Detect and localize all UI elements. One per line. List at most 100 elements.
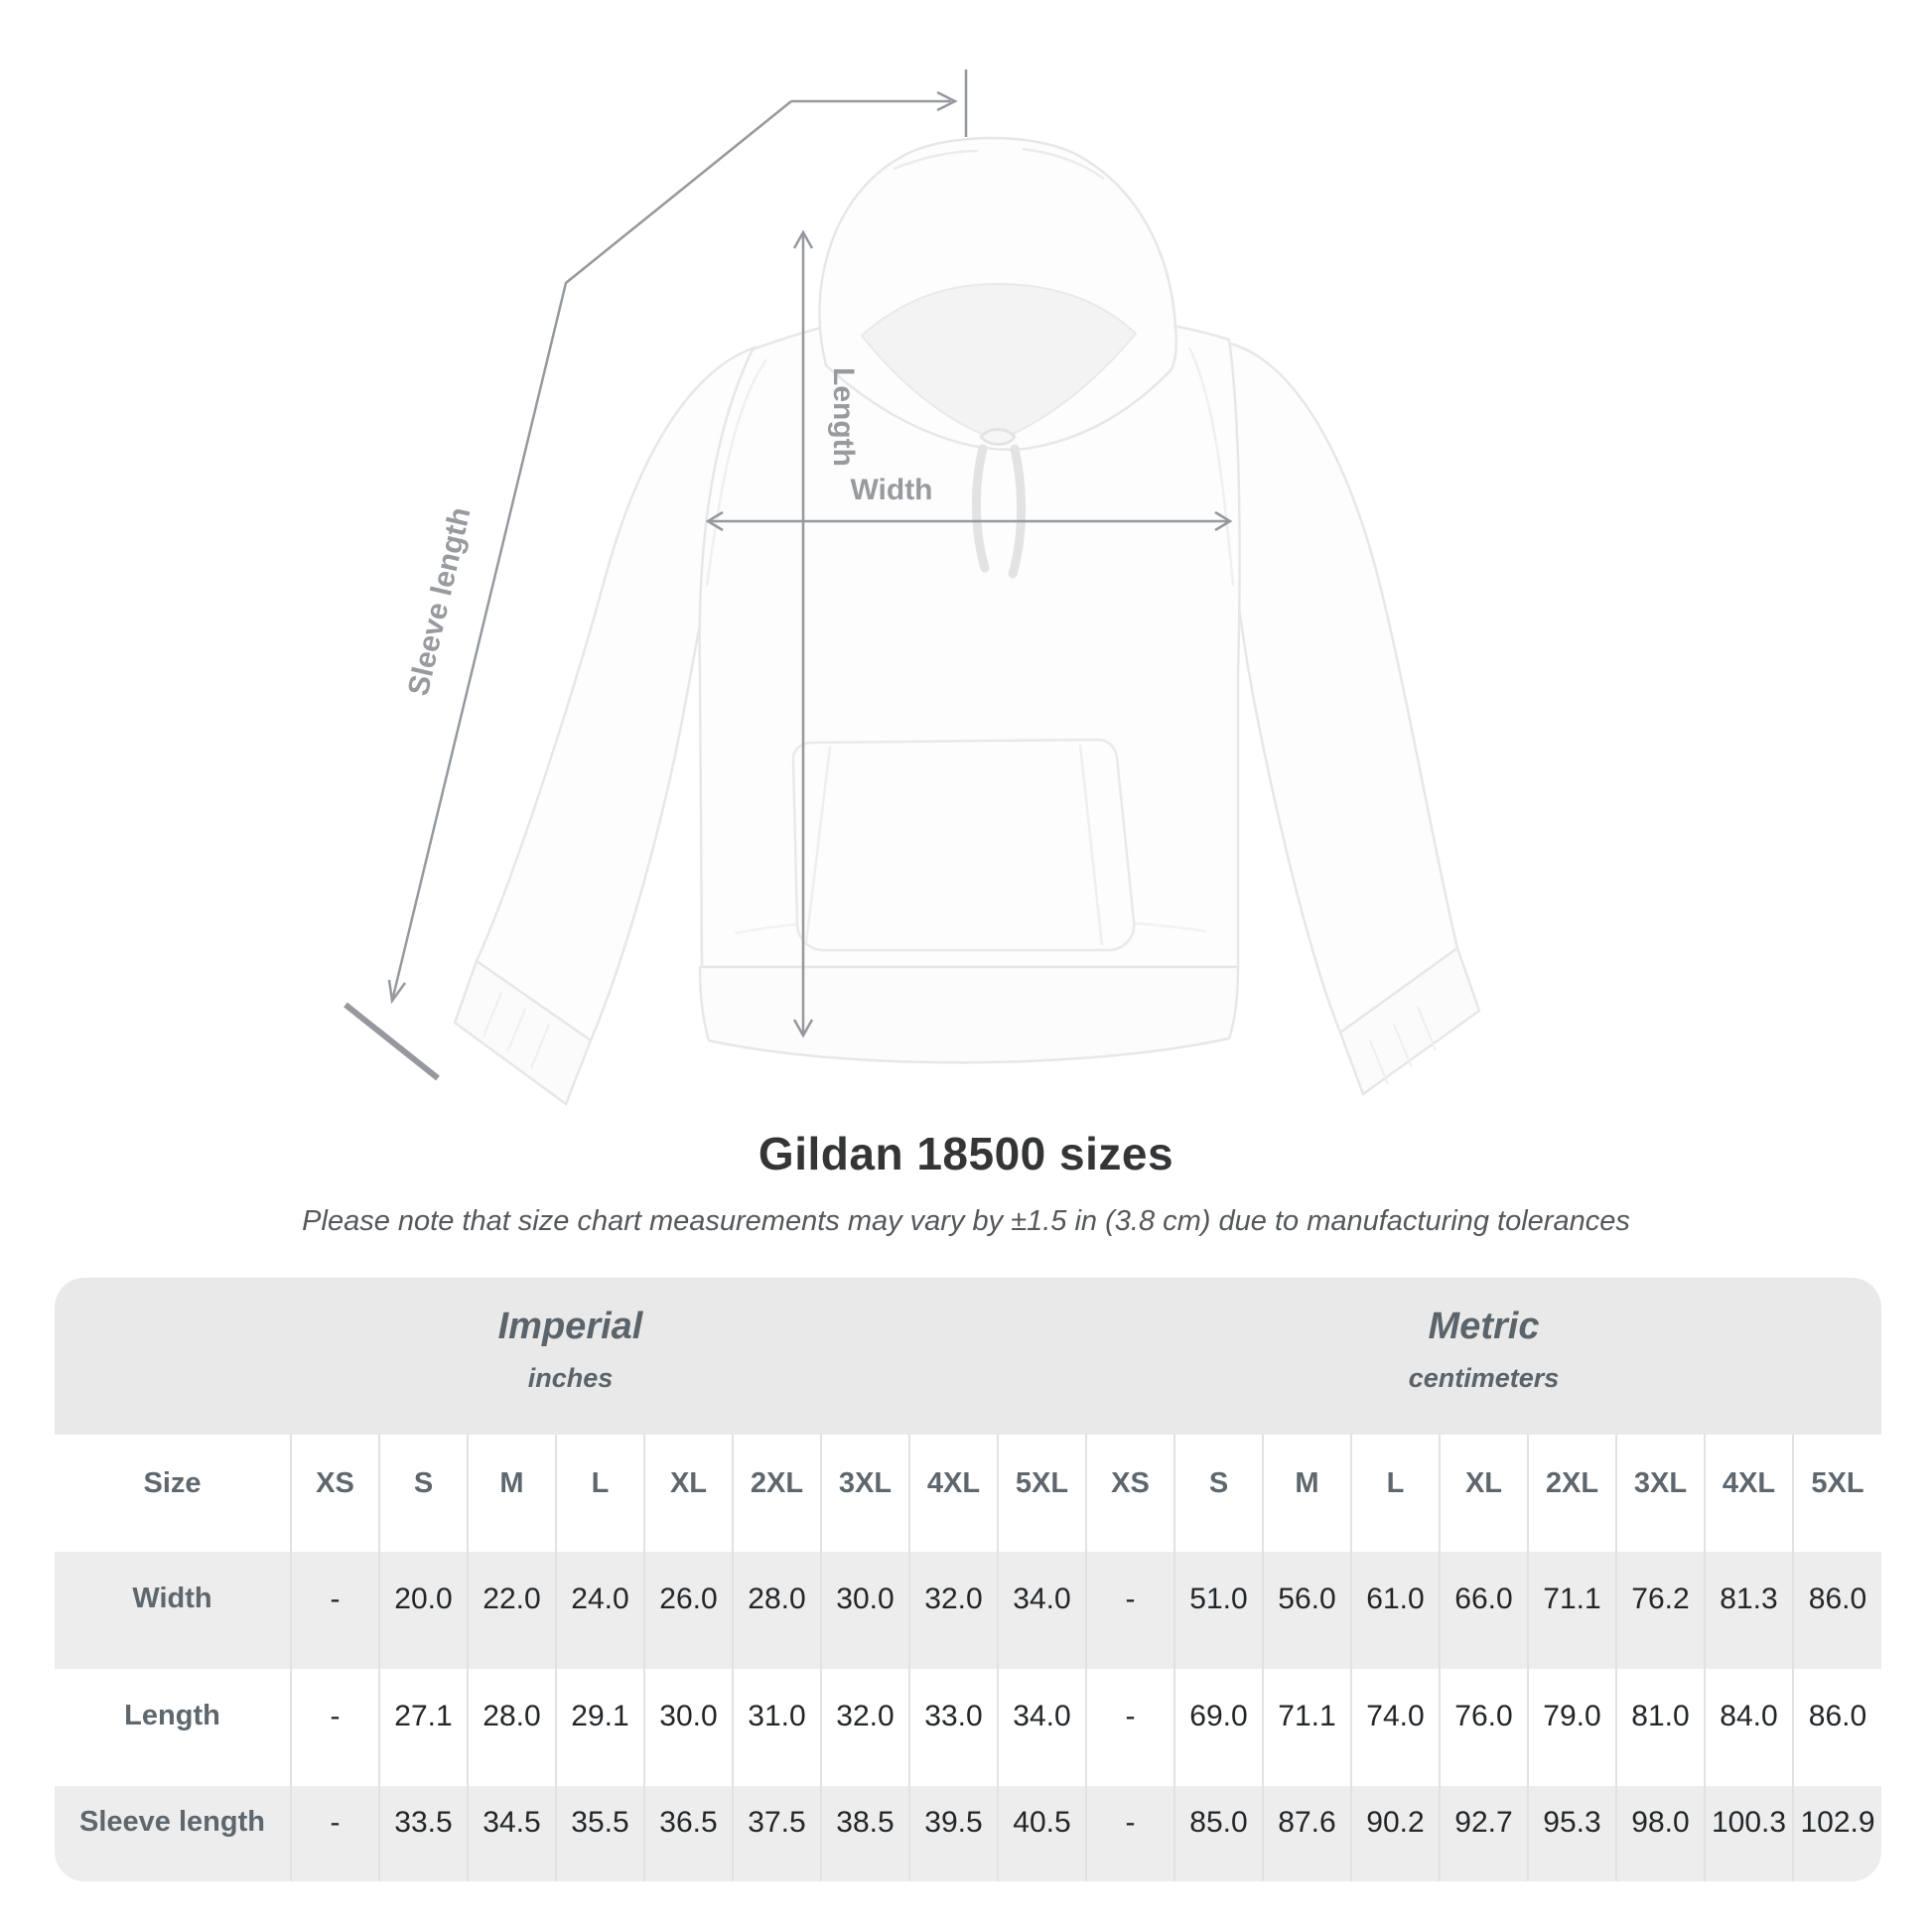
cell-imperial-m: 22.0: [467, 1552, 556, 1669]
cell-metric-l: 90.2: [1350, 1786, 1440, 1881]
cell-metric-2xl: 79.0: [1527, 1669, 1616, 1786]
cell-imperial-3xl: 38.5: [820, 1786, 909, 1881]
size-header-imperial-m: M: [467, 1435, 556, 1552]
cell-metric-4xl: 81.3: [1704, 1552, 1793, 1669]
cell-metric-3xl: 76.2: [1615, 1552, 1705, 1669]
cell-imperial-s: 20.0: [378, 1552, 468, 1669]
cell-metric-5xl: 102.9: [1792, 1786, 1881, 1881]
measurement-row-width: Width -20.0 22.0 24.0 26.0 28.0 30.0 32.0 34.0-5…: [55, 1552, 1881, 1669]
cell-imperial-2xl: 37.5: [732, 1786, 821, 1881]
cell-imperial-xs: -: [290, 1552, 379, 1669]
imperial-label: Imperial: [497, 1306, 643, 1348]
tolerance-note: Please note that size chart measurements…: [302, 1205, 1630, 1237]
cell-metric-l: 74.0: [1350, 1669, 1440, 1786]
cell-metric-m: 87.6: [1262, 1786, 1351, 1881]
cell-imperial-2xl: 28.0: [732, 1552, 821, 1669]
cell-imperial-2xl: 31.0: [732, 1669, 821, 1786]
cell-imperial-4xl: 33.0: [908, 1669, 998, 1786]
length-label: Length: [827, 367, 860, 467]
cell-imperial-xs: -: [290, 1786, 379, 1881]
cell-imperial-s: 27.1: [378, 1669, 468, 1786]
size-header-metric-3xl: 3XL: [1615, 1435, 1705, 1552]
cell-metric-s: 85.0: [1173, 1786, 1263, 1881]
cell-metric-s: 69.0: [1173, 1669, 1263, 1786]
cell-imperial-4xl: 32.0: [908, 1552, 998, 1669]
size-header-metric-xs: XS: [1085, 1435, 1174, 1552]
width-left-arrowhead: [705, 510, 724, 532]
metric-group-header: Metric centimeters: [1086, 1278, 1881, 1435]
cell-metric-3xl: 98.0: [1615, 1786, 1705, 1881]
row-label: Length: [55, 1669, 291, 1786]
size-header-metric-2xl: 2XL: [1527, 1435, 1616, 1552]
page-title: Gildan 18500 sizes: [758, 1128, 1174, 1179]
cell-metric-4xl: 100.3: [1704, 1786, 1793, 1881]
measurement-row-length: Length -27.1 28.0 29.1 30.0 31.0 32.0 33.0 34.0-…: [55, 1669, 1881, 1786]
size-header-imperial-3xl: 3XL: [820, 1435, 909, 1552]
imperial-unit-label: inches: [527, 1362, 614, 1393]
cell-imperial-l: 24.0: [555, 1552, 644, 1669]
cell-imperial-xs: -: [290, 1669, 379, 1786]
cell-imperial-l: 35.5: [555, 1786, 644, 1881]
cell-metric-xl: 76.0: [1439, 1669, 1528, 1786]
measurement-row-sleeve-length: Sleeve length -33.5 34.5 35.5 36.5 37.5 38.5 39…: [55, 1786, 1881, 1881]
unit-group-header-row: Imperial inches Metric centimeters: [55, 1278, 1881, 1435]
cell-metric-l: 61.0: [1350, 1552, 1440, 1669]
hoodie-measurement-diagram: Sleeve length Length Width: [344, 69, 1481, 1106]
hoodie-illustration: [453, 136, 1481, 1106]
width-right-arrowhead: [1214, 510, 1233, 532]
size-header-metric-xl: XL: [1439, 1435, 1528, 1552]
measurement-annotations: [344, 69, 1233, 1081]
sleeve-bottom-arrowhead: [387, 979, 407, 1005]
size-column-header: Size: [55, 1435, 291, 1552]
cell-imperial-3xl: 32.0: [820, 1669, 909, 1786]
length-top-arrowhead: [792, 229, 814, 249]
cell-metric-xl: 92.7: [1439, 1786, 1528, 1881]
cell-imperial-l: 29.1: [555, 1669, 644, 1786]
size-header-imperial-2xl: 2XL: [732, 1435, 821, 1552]
cell-metric-xs: -: [1085, 1669, 1174, 1786]
cell-imperial-xl: 26.0: [643, 1552, 733, 1669]
cell-imperial-4xl: 39.5: [908, 1786, 998, 1881]
cell-metric-2xl: 95.3: [1527, 1786, 1616, 1881]
cell-imperial-xl: 30.0: [643, 1669, 733, 1786]
size-header-imperial-s: S: [378, 1435, 468, 1552]
sleeve-diagonal-line: [390, 100, 792, 1002]
cell-metric-5xl: 86.0: [1792, 1552, 1881, 1669]
length-bottom-arrowhead: [792, 1019, 814, 1038]
cell-metric-5xl: 86.0: [1792, 1669, 1881, 1786]
size-header-metric-4xl: 4XL: [1704, 1435, 1793, 1552]
cell-metric-xl: 66.0: [1439, 1552, 1528, 1669]
size-header-metric-m: M: [1262, 1435, 1351, 1552]
cell-imperial-m: 34.5: [467, 1786, 556, 1881]
cell-imperial-5xl: 40.5: [997, 1786, 1086, 1881]
cell-metric-3xl: 81.0: [1615, 1669, 1705, 1786]
sleeve-length-label: Sleeve length: [402, 504, 478, 699]
size-header-metric-l: L: [1350, 1435, 1440, 1552]
metric-label: Metric: [1428, 1306, 1540, 1348]
cell-imperial-3xl: 30.0: [820, 1552, 909, 1669]
cell-imperial-m: 28.0: [467, 1669, 556, 1786]
size-header-imperial-5xl: 5XL: [997, 1435, 1086, 1552]
size-header-imperial-4xl: 4XL: [908, 1435, 998, 1552]
imperial-group-header: Imperial inches: [55, 1278, 1086, 1435]
sleeve-cuff-hash: [344, 1002, 440, 1081]
size-header-imperial-l: L: [555, 1435, 644, 1552]
size-header-row: Size XS S M L XL 2XL 3XL 4XL 5XL XS S M L XL 2XL 3XL 4XL…: [55, 1435, 1881, 1552]
cell-metric-4xl: 84.0: [1704, 1669, 1793, 1786]
cell-imperial-5xl: 34.0: [997, 1552, 1086, 1669]
metric-unit-label: centimeters: [1408, 1362, 1560, 1393]
cell-metric-xs: -: [1085, 1786, 1174, 1881]
size-header-metric-s: S: [1173, 1435, 1263, 1552]
sleeve-right-arrowhead: [936, 90, 958, 112]
row-label: Width: [55, 1552, 291, 1669]
size-table: Imperial inches Metric centimeters Size …: [55, 1278, 1881, 1881]
cell-metric-xs: -: [1085, 1552, 1174, 1669]
cell-metric-2xl: 71.1: [1527, 1552, 1616, 1669]
size-header-imperial-xs: XS: [290, 1435, 379, 1552]
cell-imperial-5xl: 34.0: [997, 1669, 1086, 1786]
cell-metric-m: 71.1: [1262, 1669, 1351, 1786]
cell-metric-m: 56.0: [1262, 1552, 1351, 1669]
width-label: Width: [850, 474, 932, 506]
cell-metric-s: 51.0: [1173, 1552, 1263, 1669]
